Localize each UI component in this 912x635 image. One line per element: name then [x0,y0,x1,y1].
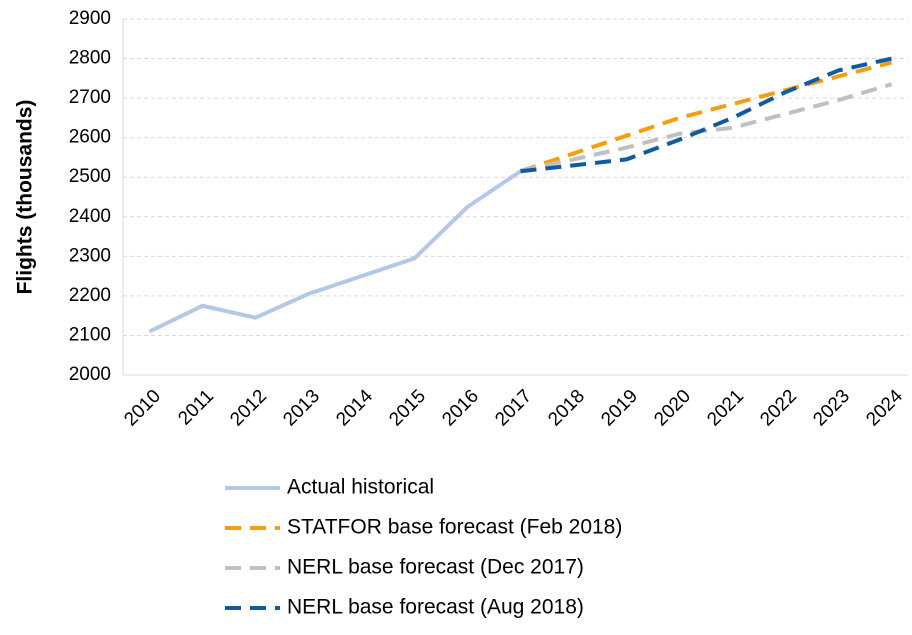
series-line [519,60,893,174]
x-tick-label: 2011 [174,386,218,430]
x-tick-label: 2010 [120,386,165,431]
y-tick-label: 2700 [69,87,111,108]
y-tick-label: 2800 [69,48,111,69]
x-tick-label: 2020 [650,386,695,431]
y-tick-label: 2200 [69,285,111,306]
x-tick-label: 2013 [279,386,324,431]
x-tick-label: 2024 [862,385,907,430]
x-tick-label: 2015 [385,386,430,431]
y-tick-label: 2400 [69,206,111,227]
y-axis-label: Flights (thousands) [14,100,37,295]
y-tick-label: 2900 [69,8,111,29]
x-tick-label: 2021 [703,386,748,431]
x-tick-label: 2014 [332,385,377,430]
series-line [148,169,522,334]
legend-label: Actual historical [287,476,434,499]
y-tick-label: 2600 [69,127,111,148]
y-tick-label: 2100 [69,324,111,345]
x-tick-label: 2018 [544,386,589,431]
x-tick-label: 2023 [809,386,854,431]
series-line [520,56,892,174]
legend-label: NERL base forecast (Aug 2018) [287,596,584,619]
series-line [520,82,893,173]
y-tick-label: 2000 [69,364,111,385]
y-tick-label: 2300 [69,245,111,266]
x-tick-label: 2016 [438,386,483,431]
legend-label: NERL base forecast (Dec 2017) [287,556,584,579]
x-tick-label: 2022 [756,386,801,431]
x-tick-label: 2017 [491,386,536,431]
x-tick-label: 2019 [597,386,642,431]
legend-label: STATFOR base forecast (Feb 2018) [287,516,622,539]
y-tick-label: 2500 [69,166,111,187]
x-tick-label: 2012 [226,386,271,431]
